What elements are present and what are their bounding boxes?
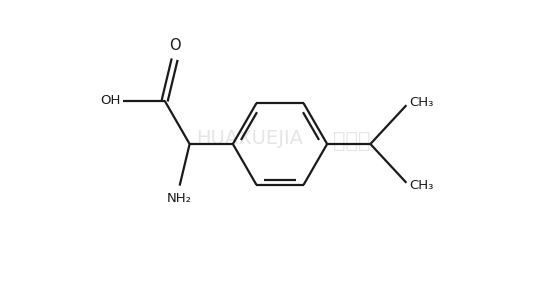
Text: CH₃: CH₃ (410, 179, 434, 192)
Text: CH₃: CH₃ (410, 96, 434, 109)
Text: O: O (169, 37, 180, 52)
Text: 化学加: 化学加 (333, 131, 371, 151)
Text: OH: OH (100, 94, 120, 107)
Text: HUAXUEJIA: HUAXUEJIA (196, 129, 303, 148)
Text: NH₂: NH₂ (167, 192, 192, 205)
